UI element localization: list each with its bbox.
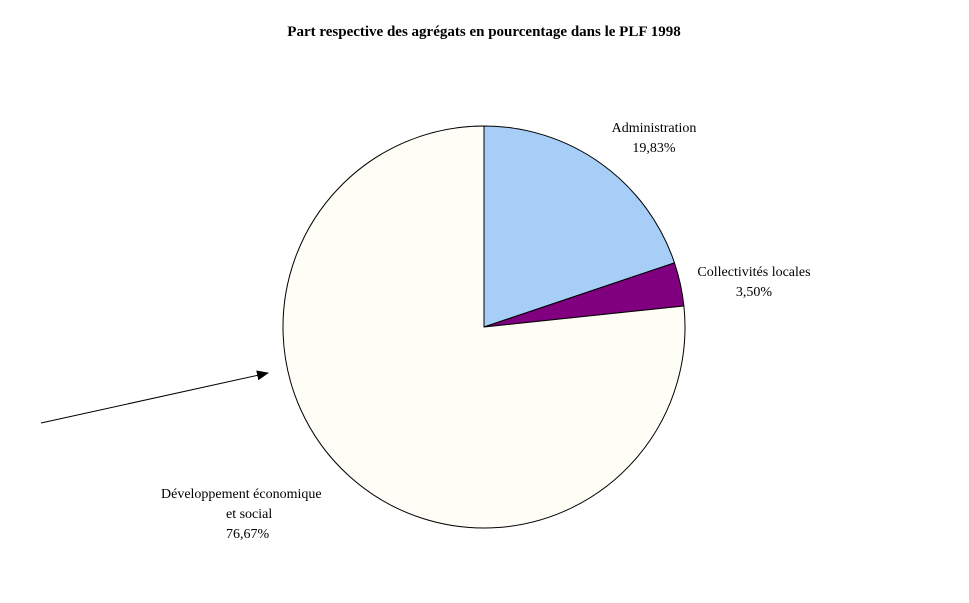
slice-label-developpement-line1: Développement économique xyxy=(161,487,322,502)
slice-administration xyxy=(483,125,676,328)
annotation-arrow xyxy=(40,370,269,424)
slice-label-administration: Administration xyxy=(612,121,697,136)
slice-value-administration: 19,83% xyxy=(632,141,676,156)
slice-value-collectivites-locales: 3,50% xyxy=(736,285,773,300)
slice-value-developpement: 76,67% xyxy=(226,527,270,542)
slice-label-collectivites-locales: Collectivités locales xyxy=(697,265,810,280)
chart-title: Part respective des agrégats en pourcent… xyxy=(287,24,680,40)
pie-slices xyxy=(282,125,686,529)
slice-label-developpement-line2: et social xyxy=(226,507,272,522)
slice-developpement-economique-et-social xyxy=(282,125,686,529)
